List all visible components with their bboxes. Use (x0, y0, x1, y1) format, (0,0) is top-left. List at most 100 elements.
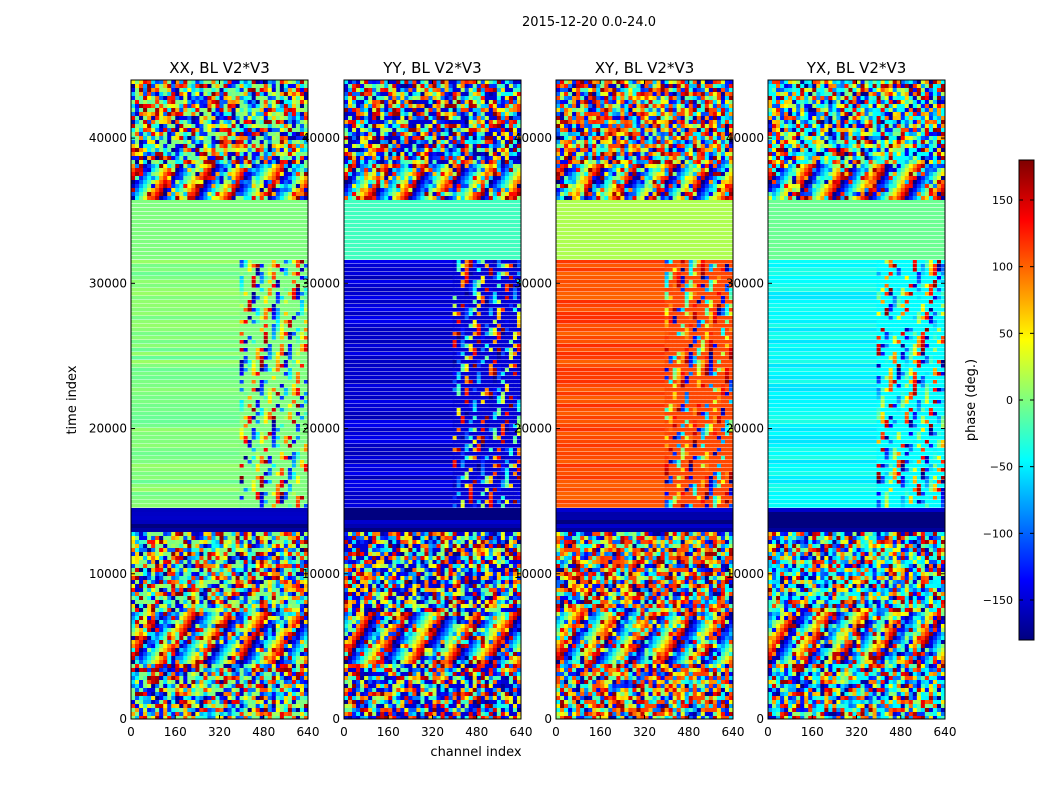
row-cell (283, 600, 289, 604)
row-cell (287, 448, 293, 452)
row-cell (303, 532, 308, 536)
row-cell (259, 96, 265, 100)
row-cell (183, 668, 188, 672)
row-cell (299, 108, 305, 112)
row-cell (384, 100, 389, 104)
row-cell (255, 480, 261, 484)
row-cell (484, 96, 490, 100)
row-cell (215, 620, 220, 624)
row-cell (219, 712, 225, 716)
row-cell (139, 572, 144, 576)
row-cell (299, 296, 305, 300)
row-cell (179, 572, 184, 576)
row-cell (195, 576, 200, 580)
row-cell (247, 644, 253, 648)
row-cell (271, 132, 277, 136)
row-cell (283, 448, 289, 452)
row-cell (263, 96, 269, 100)
row-cell (468, 80, 474, 84)
row-cell (239, 116, 245, 120)
row-cell (135, 676, 140, 680)
row-cell (207, 196, 212, 200)
row-cell (287, 476, 293, 480)
row-cell (291, 692, 297, 696)
row-cell (167, 700, 172, 704)
row-cell (183, 124, 188, 128)
row-cell (179, 668, 184, 672)
row-cell (247, 316, 253, 320)
row-cell (271, 296, 277, 300)
row-cell (211, 140, 216, 144)
row-cell (263, 688, 269, 692)
row-cell (243, 572, 249, 576)
row-cell (231, 540, 237, 544)
row-cell (279, 440, 285, 444)
row-cell (291, 636, 297, 640)
row-cell (271, 400, 277, 404)
row-cell (388, 80, 393, 84)
row-cell (247, 440, 253, 444)
row-cell (243, 472, 249, 476)
row-cell (203, 160, 208, 164)
row-cell (436, 92, 442, 96)
row-cell (239, 168, 245, 172)
row-cell (239, 140, 245, 144)
row-cell (203, 664, 208, 668)
row-cell (420, 112, 425, 116)
row-cell (191, 600, 196, 604)
row-cell (243, 320, 249, 324)
row-cell (263, 660, 269, 664)
row-cell (275, 352, 281, 356)
row-cell (191, 156, 196, 160)
row-cell (167, 156, 172, 160)
row-cell (243, 316, 249, 320)
row-cell (259, 120, 265, 124)
row-cell (251, 420, 257, 424)
row-cell (464, 96, 470, 100)
row-cell (271, 640, 277, 644)
row-cell (263, 668, 269, 672)
row-cell (303, 188, 308, 192)
row-cell (191, 144, 196, 148)
row-cell (275, 172, 281, 176)
row-cell (291, 372, 297, 376)
row-cell (255, 412, 261, 416)
row-cell (259, 324, 265, 328)
row-cell (376, 88, 381, 92)
row-cell (251, 636, 257, 640)
row-cell (380, 92, 385, 96)
row-cell (135, 656, 140, 660)
row-cell (131, 312, 242, 316)
row-cell (251, 568, 257, 572)
row-cell (251, 500, 257, 504)
row-cell (179, 696, 184, 700)
row-cell (271, 276, 277, 280)
row-cell (259, 392, 265, 396)
row-cell (211, 576, 216, 580)
row-cell (299, 656, 305, 660)
row-cell (504, 80, 510, 84)
row-cell (135, 616, 140, 620)
row-cell (239, 300, 245, 304)
row-cell (183, 644, 188, 648)
row-cell (275, 284, 281, 288)
row-cell (135, 648, 140, 652)
row-cell (159, 152, 164, 156)
row-cell (259, 544, 265, 548)
row-cell (291, 584, 297, 588)
row-cell (179, 560, 184, 564)
row-cell (227, 144, 233, 148)
row-cell (283, 148, 289, 152)
row-cell (283, 544, 289, 548)
row-cell (231, 132, 237, 136)
row-cell (287, 652, 293, 656)
row-cell (303, 492, 308, 496)
row-cell (131, 464, 242, 468)
row-cell (167, 712, 172, 716)
row-cell (287, 632, 293, 636)
row-cell (239, 648, 245, 652)
row-cell (131, 324, 242, 328)
row-cell (496, 96, 502, 100)
row-cell (231, 148, 237, 152)
row-cell (175, 628, 180, 632)
